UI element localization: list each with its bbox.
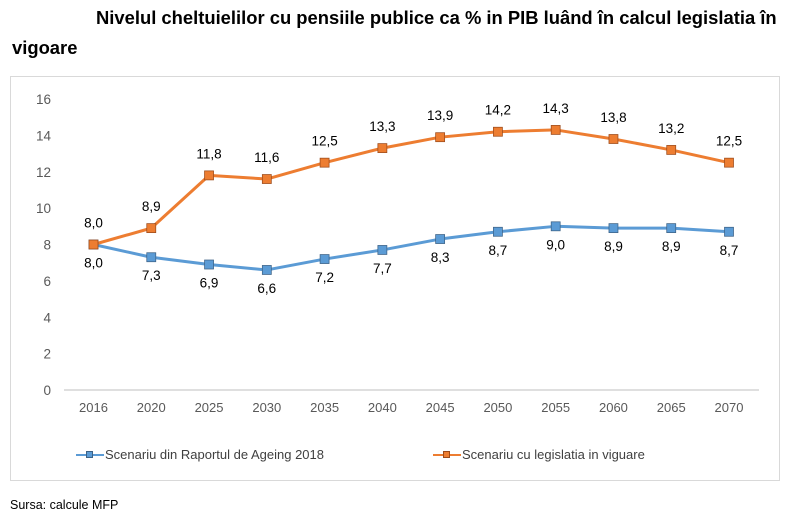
svg-text:14: 14 <box>36 128 52 143</box>
svg-text:2030: 2030 <box>252 400 281 415</box>
svg-text:2050: 2050 <box>483 400 512 415</box>
svg-text:6: 6 <box>43 274 51 289</box>
svg-text:2: 2 <box>43 347 51 362</box>
svg-text:13,9: 13,9 <box>427 108 453 123</box>
svg-text:13,2: 13,2 <box>658 121 684 136</box>
svg-text:7,3: 7,3 <box>142 268 161 283</box>
svg-text:8,0: 8,0 <box>84 256 103 271</box>
svg-text:12,5: 12,5 <box>716 134 742 149</box>
svg-text:2065: 2065 <box>657 400 686 415</box>
svg-text:8,0: 8,0 <box>84 216 103 231</box>
svg-text:2060: 2060 <box>599 400 628 415</box>
svg-text:2040: 2040 <box>368 400 397 415</box>
svg-text:7,7: 7,7 <box>373 261 392 276</box>
svg-text:8,7: 8,7 <box>489 243 508 258</box>
svg-text:12,5: 12,5 <box>311 134 337 149</box>
svg-text:8,9: 8,9 <box>142 199 161 214</box>
svg-text:2070: 2070 <box>715 400 744 415</box>
svg-text:10: 10 <box>36 201 51 216</box>
svg-text:2016: 2016 <box>79 400 108 415</box>
svg-text:11,8: 11,8 <box>196 146 221 161</box>
svg-text:2055: 2055 <box>541 400 570 415</box>
svg-text:6,9: 6,9 <box>200 276 219 291</box>
svg-text:2045: 2045 <box>426 400 455 415</box>
svg-text:13,3: 13,3 <box>369 119 395 134</box>
svg-text:0: 0 <box>43 383 51 398</box>
svg-text:2035: 2035 <box>310 400 339 415</box>
svg-text:8,3: 8,3 <box>431 250 450 265</box>
svg-text:4: 4 <box>43 310 51 325</box>
svg-text:8,7: 8,7 <box>720 243 739 258</box>
svg-text:8,9: 8,9 <box>662 239 681 254</box>
svg-text:13,8: 13,8 <box>600 110 626 125</box>
svg-text:9,0: 9,0 <box>546 237 565 252</box>
svg-text:6,6: 6,6 <box>257 281 276 296</box>
svg-text:8,9: 8,9 <box>604 239 623 254</box>
svg-text:11,6: 11,6 <box>254 150 279 165</box>
svg-text:8: 8 <box>43 238 51 253</box>
svg-text:7,2: 7,2 <box>315 270 334 285</box>
svg-text:12: 12 <box>36 165 51 180</box>
svg-text:2025: 2025 <box>195 400 224 415</box>
svg-text:2020: 2020 <box>137 400 166 415</box>
